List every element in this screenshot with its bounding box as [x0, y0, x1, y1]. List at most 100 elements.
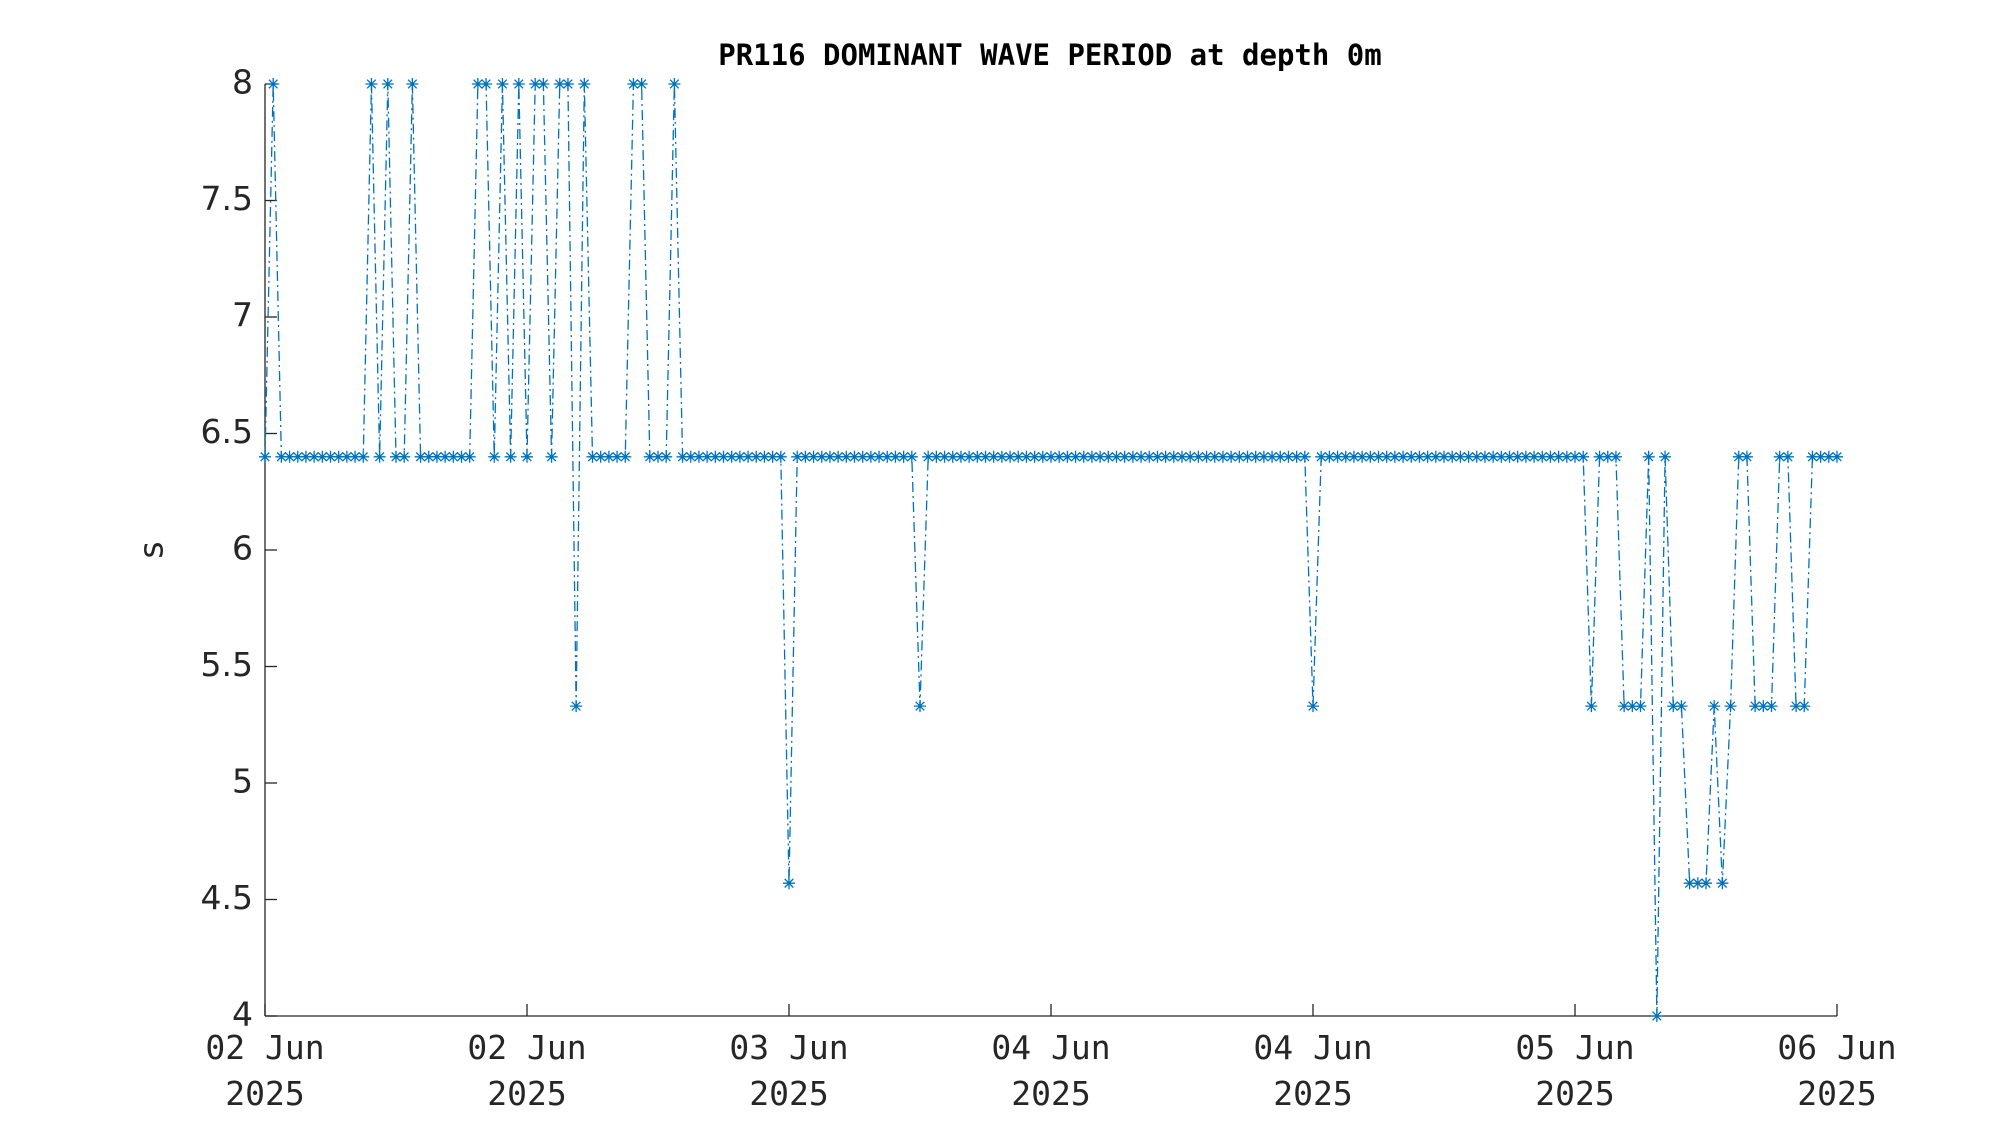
point-marker: [283, 450, 296, 463]
point-marker: [897, 450, 910, 463]
point-marker: [561, 78, 574, 90]
point-marker: [1798, 700, 1811, 713]
point-marker: [1626, 700, 1639, 713]
point-marker: [1176, 450, 1188, 463]
point-marker: [340, 450, 353, 463]
point-marker: [1495, 450, 1508, 463]
point-marker: [881, 450, 894, 463]
point-marker: [275, 450, 288, 463]
point-marker: [1094, 450, 1107, 463]
point-marker: [1200, 450, 1213, 463]
x-tick-label: 04 Jun 2025: [991, 1028, 1111, 1113]
point-marker: [1315, 450, 1328, 463]
point-marker: [938, 450, 951, 463]
point-marker: [823, 450, 836, 463]
x-tick-label: 04 Jun 2025: [1253, 1028, 1373, 1113]
point-marker: [1364, 450, 1377, 463]
point-marker: [750, 450, 763, 463]
point-marker: [1339, 450, 1352, 463]
chart-title: PR116 DOMINANT WAVE PERIOD at depth 0m: [718, 38, 1381, 72]
point-marker: [815, 450, 828, 463]
point-marker: [643, 450, 656, 463]
point-marker: [758, 450, 771, 463]
point-marker: [381, 78, 394, 90]
point-marker: [783, 877, 795, 890]
point-marker: [1356, 450, 1369, 463]
point-marker: [1135, 450, 1148, 463]
point-marker: [1683, 877, 1696, 890]
point-marker: [652, 450, 664, 463]
point-marker: [1773, 450, 1786, 463]
x-tick-label: 06 Jun 2025: [1777, 1028, 1897, 1113]
y-tick-label: 7: [232, 296, 253, 335]
point-marker: [668, 78, 681, 90]
point-marker: [873, 450, 886, 463]
point-marker: [660, 450, 673, 463]
point-marker: [1061, 450, 1074, 463]
y-tick-label: 6: [232, 529, 253, 568]
point-marker: [1569, 450, 1581, 463]
point-marker: [1470, 450, 1483, 463]
point-marker: [889, 450, 902, 463]
point-marker: [291, 450, 304, 463]
point-marker: [594, 450, 607, 463]
point-marker: [1740, 450, 1753, 463]
point-marker: [422, 450, 435, 463]
point-marker: [774, 450, 787, 463]
point-marker: [1110, 450, 1123, 463]
point-marker: [987, 450, 1000, 463]
x-tick-label: 02 Jun 2025: [205, 1028, 325, 1113]
point-marker: [1372, 450, 1385, 463]
point-marker: [627, 78, 640, 90]
point-marker: [856, 450, 869, 463]
point-marker: [1413, 450, 1426, 463]
point-marker: [406, 78, 419, 90]
point-marker: [709, 450, 722, 463]
point-marker: [545, 450, 558, 463]
point-marker: [1659, 450, 1672, 463]
point-marker: [1609, 450, 1622, 463]
point-marker: [1691, 877, 1704, 890]
point-marker: [1642, 450, 1655, 463]
y-tick-label: 5.5: [201, 645, 253, 684]
point-marker: [1405, 450, 1418, 463]
point-marker: [447, 450, 460, 463]
point-marker: [1438, 450, 1450, 463]
point-marker: [1700, 877, 1712, 890]
point-marker: [308, 450, 321, 463]
point-marker: [733, 450, 746, 463]
point-marker: [1045, 450, 1057, 463]
y-axis-label: s: [132, 541, 171, 558]
point-marker: [1601, 450, 1614, 463]
point-marker: [1593, 450, 1606, 463]
point-marker: [602, 450, 615, 463]
point-marker: [504, 450, 517, 463]
point-marker: [864, 450, 877, 463]
point-marker: [635, 78, 648, 90]
point-marker: [1519, 450, 1532, 463]
point-marker: [1102, 450, 1115, 463]
point-marker: [684, 450, 697, 463]
point-marker: [398, 450, 411, 463]
x-tick-label: 02 Jun 2025: [467, 1028, 587, 1113]
point-marker: [1781, 450, 1794, 463]
point-marker: [1618, 700, 1631, 713]
point-marker: [1749, 700, 1762, 713]
point-marker: [1675, 700, 1688, 713]
point-marker: [259, 450, 271, 463]
point-marker: [512, 78, 525, 90]
point-marker: [1208, 450, 1221, 463]
point-marker: [1503, 450, 1516, 463]
point-marker: [914, 700, 926, 713]
point-marker: [954, 450, 967, 463]
point-marker: [979, 450, 992, 463]
point-marker: [1462, 450, 1475, 463]
point-marker: [1347, 450, 1360, 463]
point-marker: [1822, 450, 1835, 463]
point-marker: [611, 450, 624, 463]
point-marker: [766, 450, 779, 463]
point-marker: [1151, 450, 1164, 463]
point-marker: [390, 450, 402, 463]
point-marker: [1806, 450, 1819, 463]
